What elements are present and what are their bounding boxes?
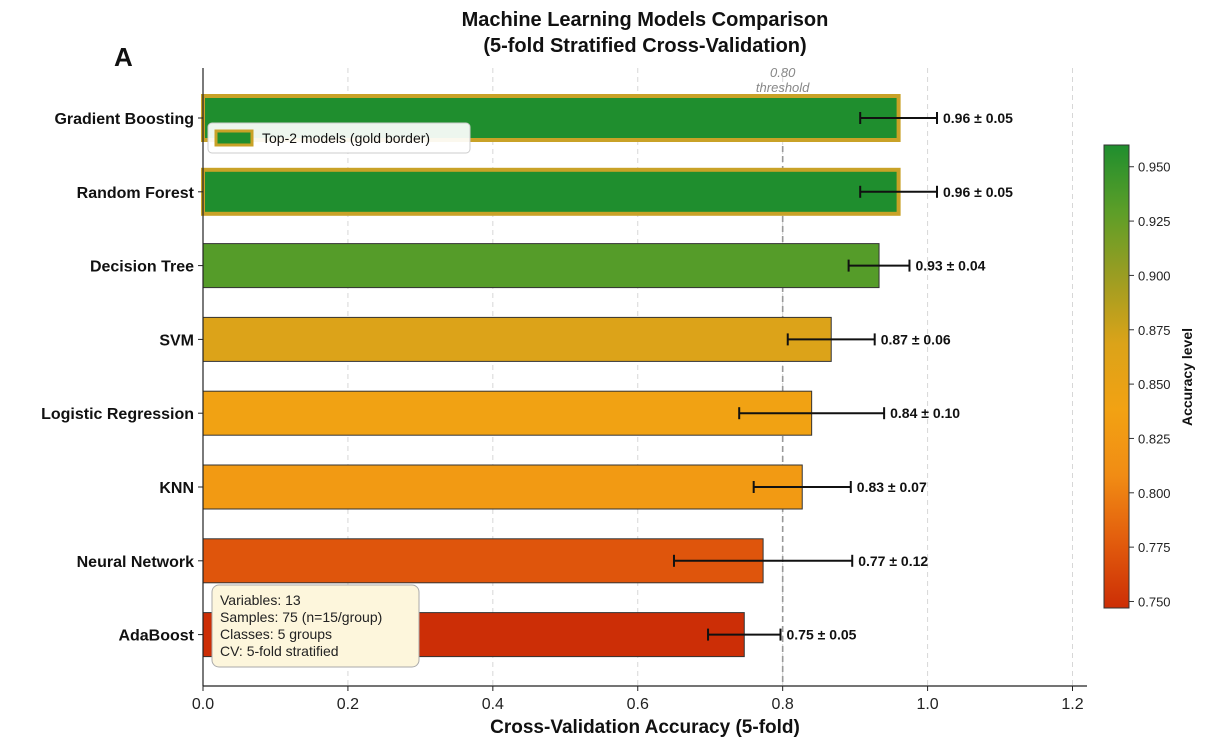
x-tick-label: 1.0 [916,696,938,713]
x-tick-label: 0.8 [772,696,794,713]
colorbar-tick-label: 0.775 [1138,540,1171,555]
colorbar-tick-label: 0.875 [1138,323,1171,338]
x-tick-label: 0.4 [482,696,504,713]
value-label: 0.77 ± 0.12 [858,553,928,569]
legend-swatch [214,129,254,147]
x-axis-label: Cross-Validation Accuracy (5-fold) [490,717,800,738]
legend-label: Top-2 models (gold border) [262,130,430,146]
colorbar-ticks: 0.750 0.775 0.800 0.825 0.850 0.875 0.900 0.925… [1129,160,1171,609]
bar-svm [202,316,832,362]
value-label: 0.96 ± 0.05 [943,184,1013,200]
category-label-neural-network: Neural Network [77,554,194,571]
grid-lines [347,68,1074,686]
panel-label: A [114,42,133,72]
colorbar-gradient [1103,144,1130,609]
threshold-value-label: 0.80 [770,65,796,80]
x-tick-label: 1.2 [1061,696,1083,713]
category-labels: Gradient Boosting Random Forest Decision T… [41,111,203,645]
x-ticks: 0.0 0.2 0.4 0.6 0.8 1.0 1.2 [192,686,1084,713]
bar-random-forest [201,167,901,216]
chart-subtitle: (5-fold Stratified Cross-Validation) [483,35,806,57]
category-label-random-forest: Random Forest [77,185,195,202]
colorbar-tick-label: 0.900 [1138,268,1171,283]
info-line-classes: Classes: 5 groups [220,626,332,642]
x-tick-label: 0.0 [192,696,214,713]
colorbar-tick-label: 0.950 [1138,160,1171,175]
value-labels: 0.96 ± 0.05 0.96 ± 0.05 0.93 ± 0.04 0.87 ± … [786,110,1013,643]
category-label-logistic-regression: Logistic Regression [41,406,194,423]
bar-logistic-regression [202,390,813,436]
colorbar-tick-label: 0.825 [1138,431,1171,446]
info-box: Variables: 13 Samples: 75 (n=15/group) C… [211,584,420,668]
value-label: 0.84 ± 0.10 [890,405,960,421]
info-line-variables: Variables: 13 [220,592,301,608]
bar-knn [202,464,803,510]
value-label: 0.87 ± 0.06 [881,331,951,347]
legend-frame [207,122,471,154]
category-label-adaboost: AdaBoost [118,628,194,645]
category-label-gradient-boosting: Gradient Boosting [54,111,194,128]
colorbar-tick-label: 0.925 [1138,214,1171,229]
bars [201,94,901,658]
threshold-text-label: threshold [756,80,810,95]
category-label-svm: SVM [159,332,194,349]
x-tick-label: 0.2 [337,696,359,713]
colorbar-label: Accuracy level [1179,328,1195,426]
colorbar: 0.750 0.775 0.800 0.825 0.850 0.875 0.900 0.925… [1103,144,1195,609]
bar-decision-tree [202,243,880,289]
legend: Top-2 models (gold border) [207,122,471,154]
value-label: 0.83 ± 0.07 [857,479,927,495]
value-label: 0.75 ± 0.05 [786,627,856,643]
x-tick-label: 0.6 [627,696,649,713]
chart-title: Machine Learning Models Comparison [462,9,829,31]
info-box-frame [211,584,420,668]
category-label-decision-tree: Decision Tree [90,259,194,276]
error-bars [672,112,939,641]
value-label: 0.93 ± 0.04 [915,258,985,274]
info-line-samples: Samples: 75 (n=15/group) [220,609,382,625]
colorbar-tick-label: 0.800 [1138,486,1171,501]
colorbar-tick-label: 0.750 [1138,594,1171,609]
info-line-cv: CV: 5-fold stratified [220,643,339,659]
value-label: 0.96 ± 0.05 [943,110,1013,126]
colorbar-tick-label: 0.850 [1138,377,1171,392]
category-label-knn: KNN [159,480,194,497]
